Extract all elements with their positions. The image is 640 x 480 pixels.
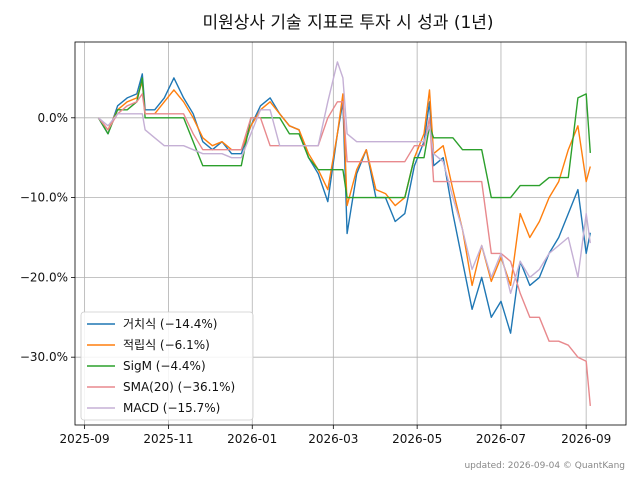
series-lines (97, 61, 591, 406)
y-tick-label: −30.0% (20, 350, 68, 364)
x-tick-label: 2026-01 (227, 432, 277, 446)
legend-label: SigM (−4.4%) (123, 359, 206, 373)
x-tick-label: 2026-07 (476, 432, 526, 446)
legend-label: MACD (−15.7%) (123, 401, 220, 415)
chart-title: 미원상사 기술 지표로 투자 시 성과 (1년) (202, 13, 493, 33)
series-line-1 (97, 81, 591, 287)
legend-label: 거치식 (−14.4%) (123, 317, 217, 331)
y-tick-label: 0.0% (38, 111, 69, 125)
x-tick-label: 2026-05 (392, 432, 442, 446)
series-line-3 (97, 93, 591, 406)
legend-label: SMA(20) (−36.1%) (123, 380, 235, 394)
x-tick-label: 2026-09 (561, 432, 611, 446)
legend: 거치식 (−14.4%) 적립식 (−6.1%) SigM (−4.4%) SMA(2… (80, 311, 254, 421)
y-tick-label: −10.0% (20, 191, 68, 205)
series-line-2 (97, 77, 591, 199)
legend-box (80, 311, 254, 421)
plot-area-frame (74, 41, 627, 426)
legend-label: 적립식 (−6.1%) (123, 338, 210, 352)
x-tick-label: 2025-11 (143, 432, 193, 446)
x-tick-label: 2025-09 (60, 432, 110, 446)
footer-credit: updated: 2026-09-04 © QuantKang (464, 461, 625, 471)
y-tick-label: −20.0% (20, 270, 68, 284)
axes: 2025-09 2025-11 2026-01 2026-03 2026-05 2026-… (20, 111, 611, 446)
series-line-4 (97, 61, 591, 294)
x-tick-label: 2026-03 (308, 432, 358, 446)
